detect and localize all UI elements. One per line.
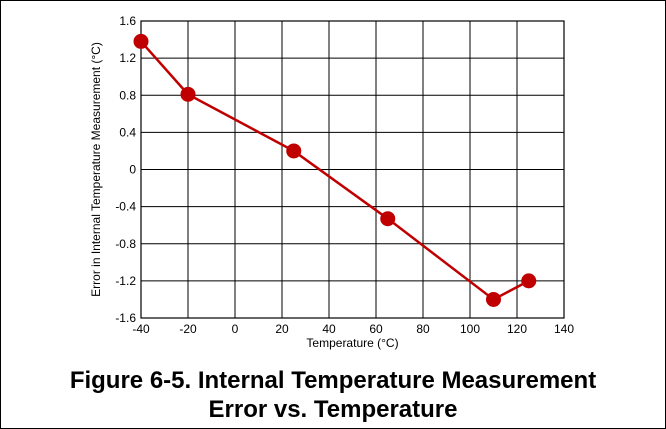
data-point bbox=[521, 273, 537, 289]
x-axis-label: Temperature (°C) bbox=[306, 336, 398, 350]
x-tick-label: 120 bbox=[507, 322, 527, 336]
y-tick-label: 0 bbox=[129, 163, 136, 177]
x-tick-label: 140 bbox=[554, 322, 574, 336]
plot-area bbox=[140, 20, 565, 319]
y-axis-label: Error in Internal Temperature Measuremen… bbox=[89, 42, 103, 297]
y-tick-label: 0.8 bbox=[119, 88, 136, 102]
y-tick-label: -1.6 bbox=[115, 311, 136, 325]
series-line bbox=[140, 40, 530, 301]
x-tick-label: 80 bbox=[416, 322, 430, 336]
line-chart: -40 -20 0 20 40 60 80 100 120 140 -1.6 -1.2 -0.8 -0.… bbox=[89, 14, 574, 350]
y-tick-label: -1.2 bbox=[115, 274, 136, 288]
x-tick-label: -40 bbox=[132, 322, 150, 336]
series-group bbox=[133, 33, 537, 307]
x-tick-label: 60 bbox=[369, 322, 383, 336]
data-point bbox=[286, 143, 302, 159]
y-tick-label: 1.6 bbox=[119, 14, 136, 28]
y-tick-label: 0.4 bbox=[119, 125, 136, 139]
data-point bbox=[380, 211, 396, 227]
x-tick-label: 40 bbox=[322, 322, 336, 336]
y-tick-label: -0.8 bbox=[115, 237, 136, 251]
y-tick-label: -0.4 bbox=[115, 200, 136, 214]
data-point bbox=[486, 291, 501, 307]
y-axis-ticks: -1.6 -1.2 -0.8 -0.4 0 0.4 0.8 1.2 1.6 bbox=[115, 14, 136, 325]
x-tick-label: 20 bbox=[275, 322, 289, 336]
figure-caption-line-2: Error vs. Temperature bbox=[208, 396, 458, 423]
grid-lines bbox=[140, 20, 565, 319]
figure-caption-line-1: Figure 6-5. Internal Temperature Measure… bbox=[69, 367, 597, 394]
y-tick-label: 1.2 bbox=[119, 51, 136, 65]
data-point bbox=[180, 86, 196, 102]
x-tick-label: 0 bbox=[232, 322, 239, 336]
data-point bbox=[133, 33, 149, 49]
x-tick-label: -20 bbox=[179, 322, 197, 336]
x-axis-ticks: -40 -20 0 20 40 60 80 100 120 140 bbox=[132, 322, 574, 336]
x-tick-label: 100 bbox=[460, 322, 480, 336]
